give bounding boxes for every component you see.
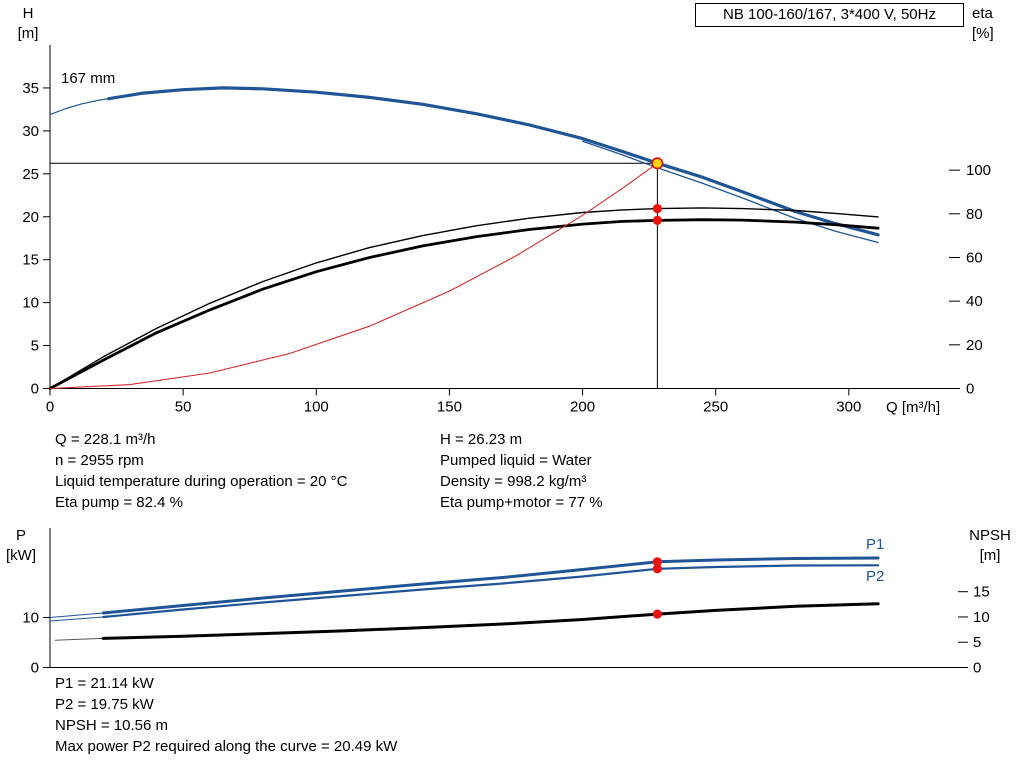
tick-label: 15	[22, 252, 39, 269]
tick-label: 0	[973, 660, 981, 677]
power-axis-symbol: P	[15, 527, 26, 544]
tick-label: 80	[966, 206, 983, 223]
eta-pump-motor-curve	[48, 218, 880, 390]
p1-curve	[101, 556, 880, 615]
eta-pump-point	[652, 203, 662, 214]
tick-label: 250	[703, 399, 728, 416]
tick-label: 200	[570, 399, 595, 416]
max-power-value: Max power P2 required along the curve = …	[55, 738, 398, 755]
pump-model-title: NB 100-160/167, 3*400 V, 50Hz	[695, 3, 964, 27]
flow-axis-title: Q [m³/h]	[886, 399, 941, 416]
result-lines: P1 = 21.14 kW P2 = 19.75 kW NPSH = 10.56…	[55, 673, 397, 757]
eta-pump-motor-value: Eta pump+motor = 77 %	[440, 494, 603, 511]
p2-curve-lead	[49, 616, 104, 622]
speed-value: n = 2955 rpm	[55, 452, 144, 469]
system-curve	[49, 162, 658, 390]
npsh-axis-unit: [m]	[979, 547, 1001, 564]
npsh-point	[652, 609, 662, 619]
tick-label: 0	[31, 660, 39, 677]
eta-pump-value: Eta pump = 82.4 %	[55, 494, 183, 511]
impeller-diameter-label: 167 mm	[61, 70, 116, 87]
power-axis-title: P [kW]	[0, 526, 42, 566]
npsh-axis-symbol: NPSH	[969, 527, 1011, 544]
duty-point[interactable]	[651, 157, 664, 170]
tick-label: 0	[966, 381, 974, 398]
power-axis-unit: [kW]	[6, 547, 36, 564]
liquid-temperature-value: Liquid temperature during operation = 20…	[55, 473, 348, 490]
tick-label: 10	[973, 609, 990, 626]
tick-label: 10	[22, 295, 39, 312]
operating-data-left: Q = 228.1 m³/h n = 2955 rpm Liquid tempe…	[55, 429, 347, 513]
eta-axis-unit: [%]	[972, 25, 994, 42]
p1-point	[652, 557, 662, 567]
tick-label: 30	[22, 123, 39, 140]
eta-axis-symbol: eta	[972, 5, 993, 22]
eta-pump-motor-point	[652, 215, 662, 225]
eta-pump-curve	[49, 207, 879, 390]
npsh-value: NPSH = 10.56 m	[55, 717, 168, 734]
tick-label: 5	[973, 634, 981, 651]
npsh-curve	[101, 602, 880, 640]
density-value: Density = 998.2 kg/m³	[440, 473, 587, 490]
head-curve-trim	[581, 140, 879, 244]
p1-curve-lead	[49, 612, 104, 618]
npsh-axis-title: NPSH [m]	[960, 526, 1020, 566]
tick-label: 300	[836, 399, 861, 416]
tick-label: 0	[31, 381, 39, 398]
flow-value: Q = 228.1 m³/h	[55, 431, 156, 448]
head-value: H = 26.23 m	[440, 431, 523, 448]
p2-curve	[102, 564, 880, 619]
tick-label: 35	[22, 80, 39, 97]
tick-label: 100	[304, 399, 329, 416]
p1-curve-label: P1	[866, 536, 885, 553]
tick-label: 100	[966, 162, 991, 179]
tick-label: 0	[46, 399, 54, 416]
head-curve-lead	[49, 97, 115, 116]
tick-label: 150	[437, 399, 462, 416]
npsh-curve-lead	[54, 637, 104, 641]
head-axis-title: H [m]	[6, 4, 50, 44]
tick-label: 50	[175, 399, 192, 416]
head-curve-167mm	[106, 86, 880, 237]
tick-label: 20	[966, 337, 983, 354]
pumped-liquid-value: Pumped liquid = Water	[440, 452, 592, 469]
p1-value: P1 = 21.14 kW	[55, 675, 154, 692]
p2-point	[652, 564, 662, 574]
tick-label: 60	[966, 249, 983, 266]
tick-label: 20	[22, 209, 39, 226]
operating-data-right: H = 26.23 m Pumped liquid = Water Densit…	[440, 429, 603, 513]
tick-label: 15	[973, 584, 990, 601]
p2-value: P2 = 19.75 kW	[55, 696, 154, 713]
head-axis-unit: [m]	[17, 25, 39, 42]
tick-label: 25	[22, 166, 39, 183]
tick-label: 5	[31, 338, 39, 355]
p2-curve-label: P2	[866, 568, 885, 585]
tick-label: 10	[22, 610, 39, 627]
eta-axis-title: eta [%]	[972, 4, 1020, 44]
tick-label: 40	[966, 293, 983, 310]
head-axis-symbol: H	[22, 5, 34, 22]
